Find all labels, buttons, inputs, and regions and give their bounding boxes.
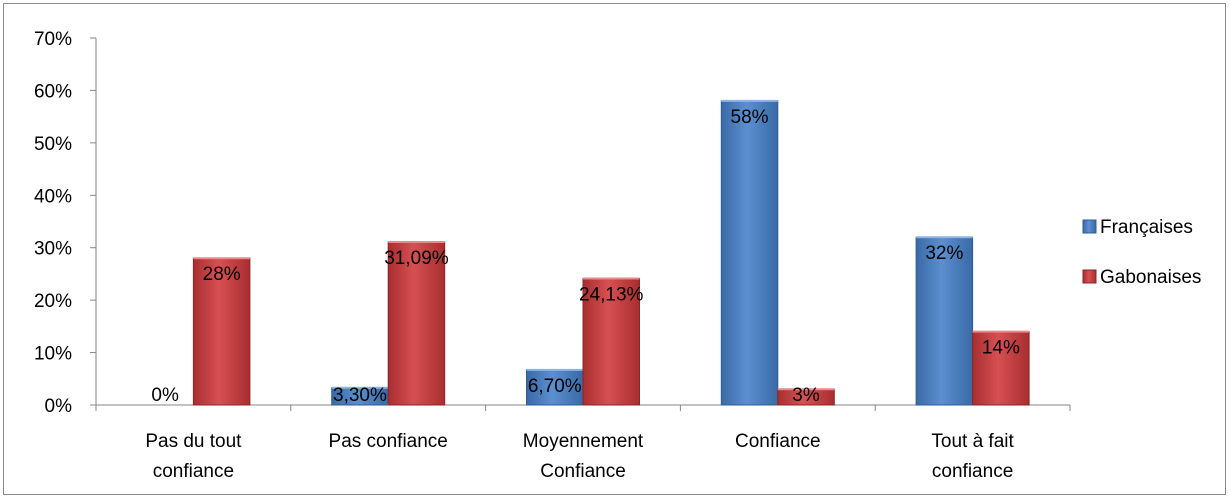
legend-swatch: [1082, 219, 1097, 234]
data-label: 3,30%: [333, 385, 387, 406]
y-tick-label: 40%: [34, 186, 72, 207]
y-tick-label: 60%: [34, 81, 72, 102]
chart-frame: [3, 3, 1226, 495]
bar-gabonaises: [972, 331, 1030, 406]
y-tick-label: 20%: [34, 291, 72, 312]
bar-gabonaises: [387, 241, 446, 406]
legend-label: Françaises: [1100, 217, 1193, 238]
y-tick-label: 10%: [34, 344, 72, 365]
legend-swatch: [1082, 269, 1097, 284]
bar-francaises: [526, 369, 584, 406]
legend-label: Gabonaises: [1100, 267, 1201, 288]
y-tick-label: 50%: [34, 134, 72, 155]
data-label: 28%: [203, 264, 241, 285]
data-label: 58%: [731, 107, 769, 128]
data-label: 3%: [792, 385, 820, 406]
data-label: 14%: [982, 338, 1020, 359]
x-tick-label: Moyennement Confiance: [523, 431, 644, 482]
data-label: 32%: [925, 243, 963, 264]
x-tick-label: Confiance: [735, 431, 821, 452]
y-tick-label: 70%: [34, 29, 72, 50]
data-label: 0%: [151, 385, 179, 406]
bar-gabonaises: [192, 257, 251, 406]
bar-francaises: [915, 236, 974, 406]
x-tick-label: Pas du tout confiance: [145, 431, 242, 482]
data-label: 24,13%: [579, 284, 644, 305]
x-tick-label: Pas confiance: [329, 431, 448, 452]
y-tick-label: 30%: [34, 239, 72, 260]
y-tick-label: 0%: [45, 396, 73, 417]
x-tick-label: Tout à fait confiance: [931, 431, 1014, 482]
data-label: 6,70%: [528, 376, 582, 397]
data-label: 31,09%: [384, 248, 449, 269]
bar-francaises: [720, 100, 779, 406]
